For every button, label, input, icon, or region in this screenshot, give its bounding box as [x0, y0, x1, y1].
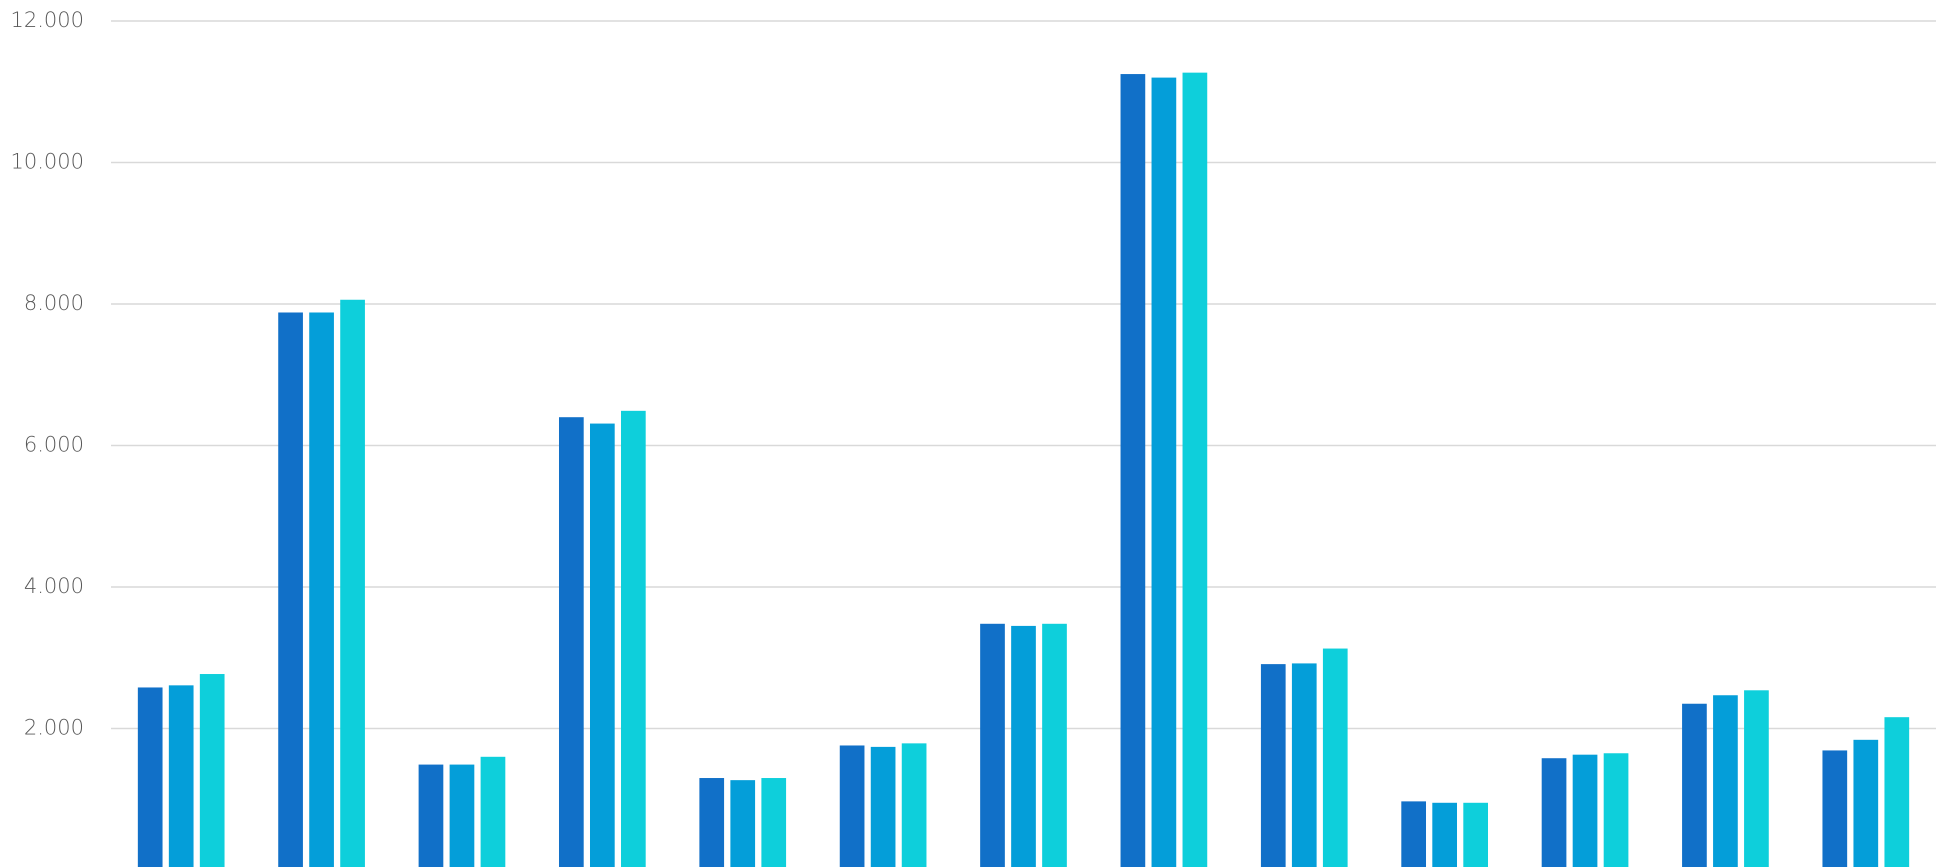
y-tick-label: 2.000	[24, 716, 84, 740]
bar	[1884, 717, 1910, 867]
bar	[309, 312, 334, 867]
bar	[980, 623, 1005, 867]
bar	[1011, 625, 1036, 867]
bar	[558, 417, 584, 867]
bar	[901, 743, 927, 867]
bar	[1541, 758, 1567, 867]
bar	[168, 685, 194, 867]
bar	[761, 778, 787, 867]
bar	[699, 778, 725, 867]
y-tick-label: 12.000	[11, 8, 84, 32]
bar	[480, 756, 506, 867]
bar	[137, 687, 163, 867]
bar	[1463, 802, 1489, 867]
bar	[1432, 802, 1458, 867]
bar	[1744, 690, 1769, 867]
bar	[340, 299, 365, 867]
bar	[620, 410, 646, 867]
bar	[1322, 648, 1348, 867]
y-tick-label: 10.000	[11, 150, 84, 174]
y-tick-label: 4.000	[24, 574, 84, 598]
bar	[1120, 74, 1146, 867]
bar	[870, 746, 896, 867]
bar	[278, 312, 303, 867]
bar	[1291, 663, 1317, 867]
bar	[589, 423, 615, 867]
bar	[1603, 753, 1629, 867]
bar	[1713, 695, 1738, 867]
bar	[730, 780, 756, 867]
bar	[1682, 703, 1707, 867]
bar	[1042, 623, 1067, 867]
bar	[418, 764, 444, 867]
bar	[1401, 801, 1427, 867]
bar	[1572, 754, 1598, 867]
bar	[1853, 739, 1879, 867]
bar	[449, 764, 475, 867]
y-tick-label: 6.000	[24, 433, 84, 457]
bar	[1822, 750, 1848, 867]
bar	[839, 745, 865, 867]
bar	[1151, 77, 1177, 867]
y-tick-label: 8.000	[24, 291, 84, 315]
bar	[1260, 664, 1286, 867]
bar	[199, 674, 225, 867]
bar	[1182, 72, 1208, 867]
